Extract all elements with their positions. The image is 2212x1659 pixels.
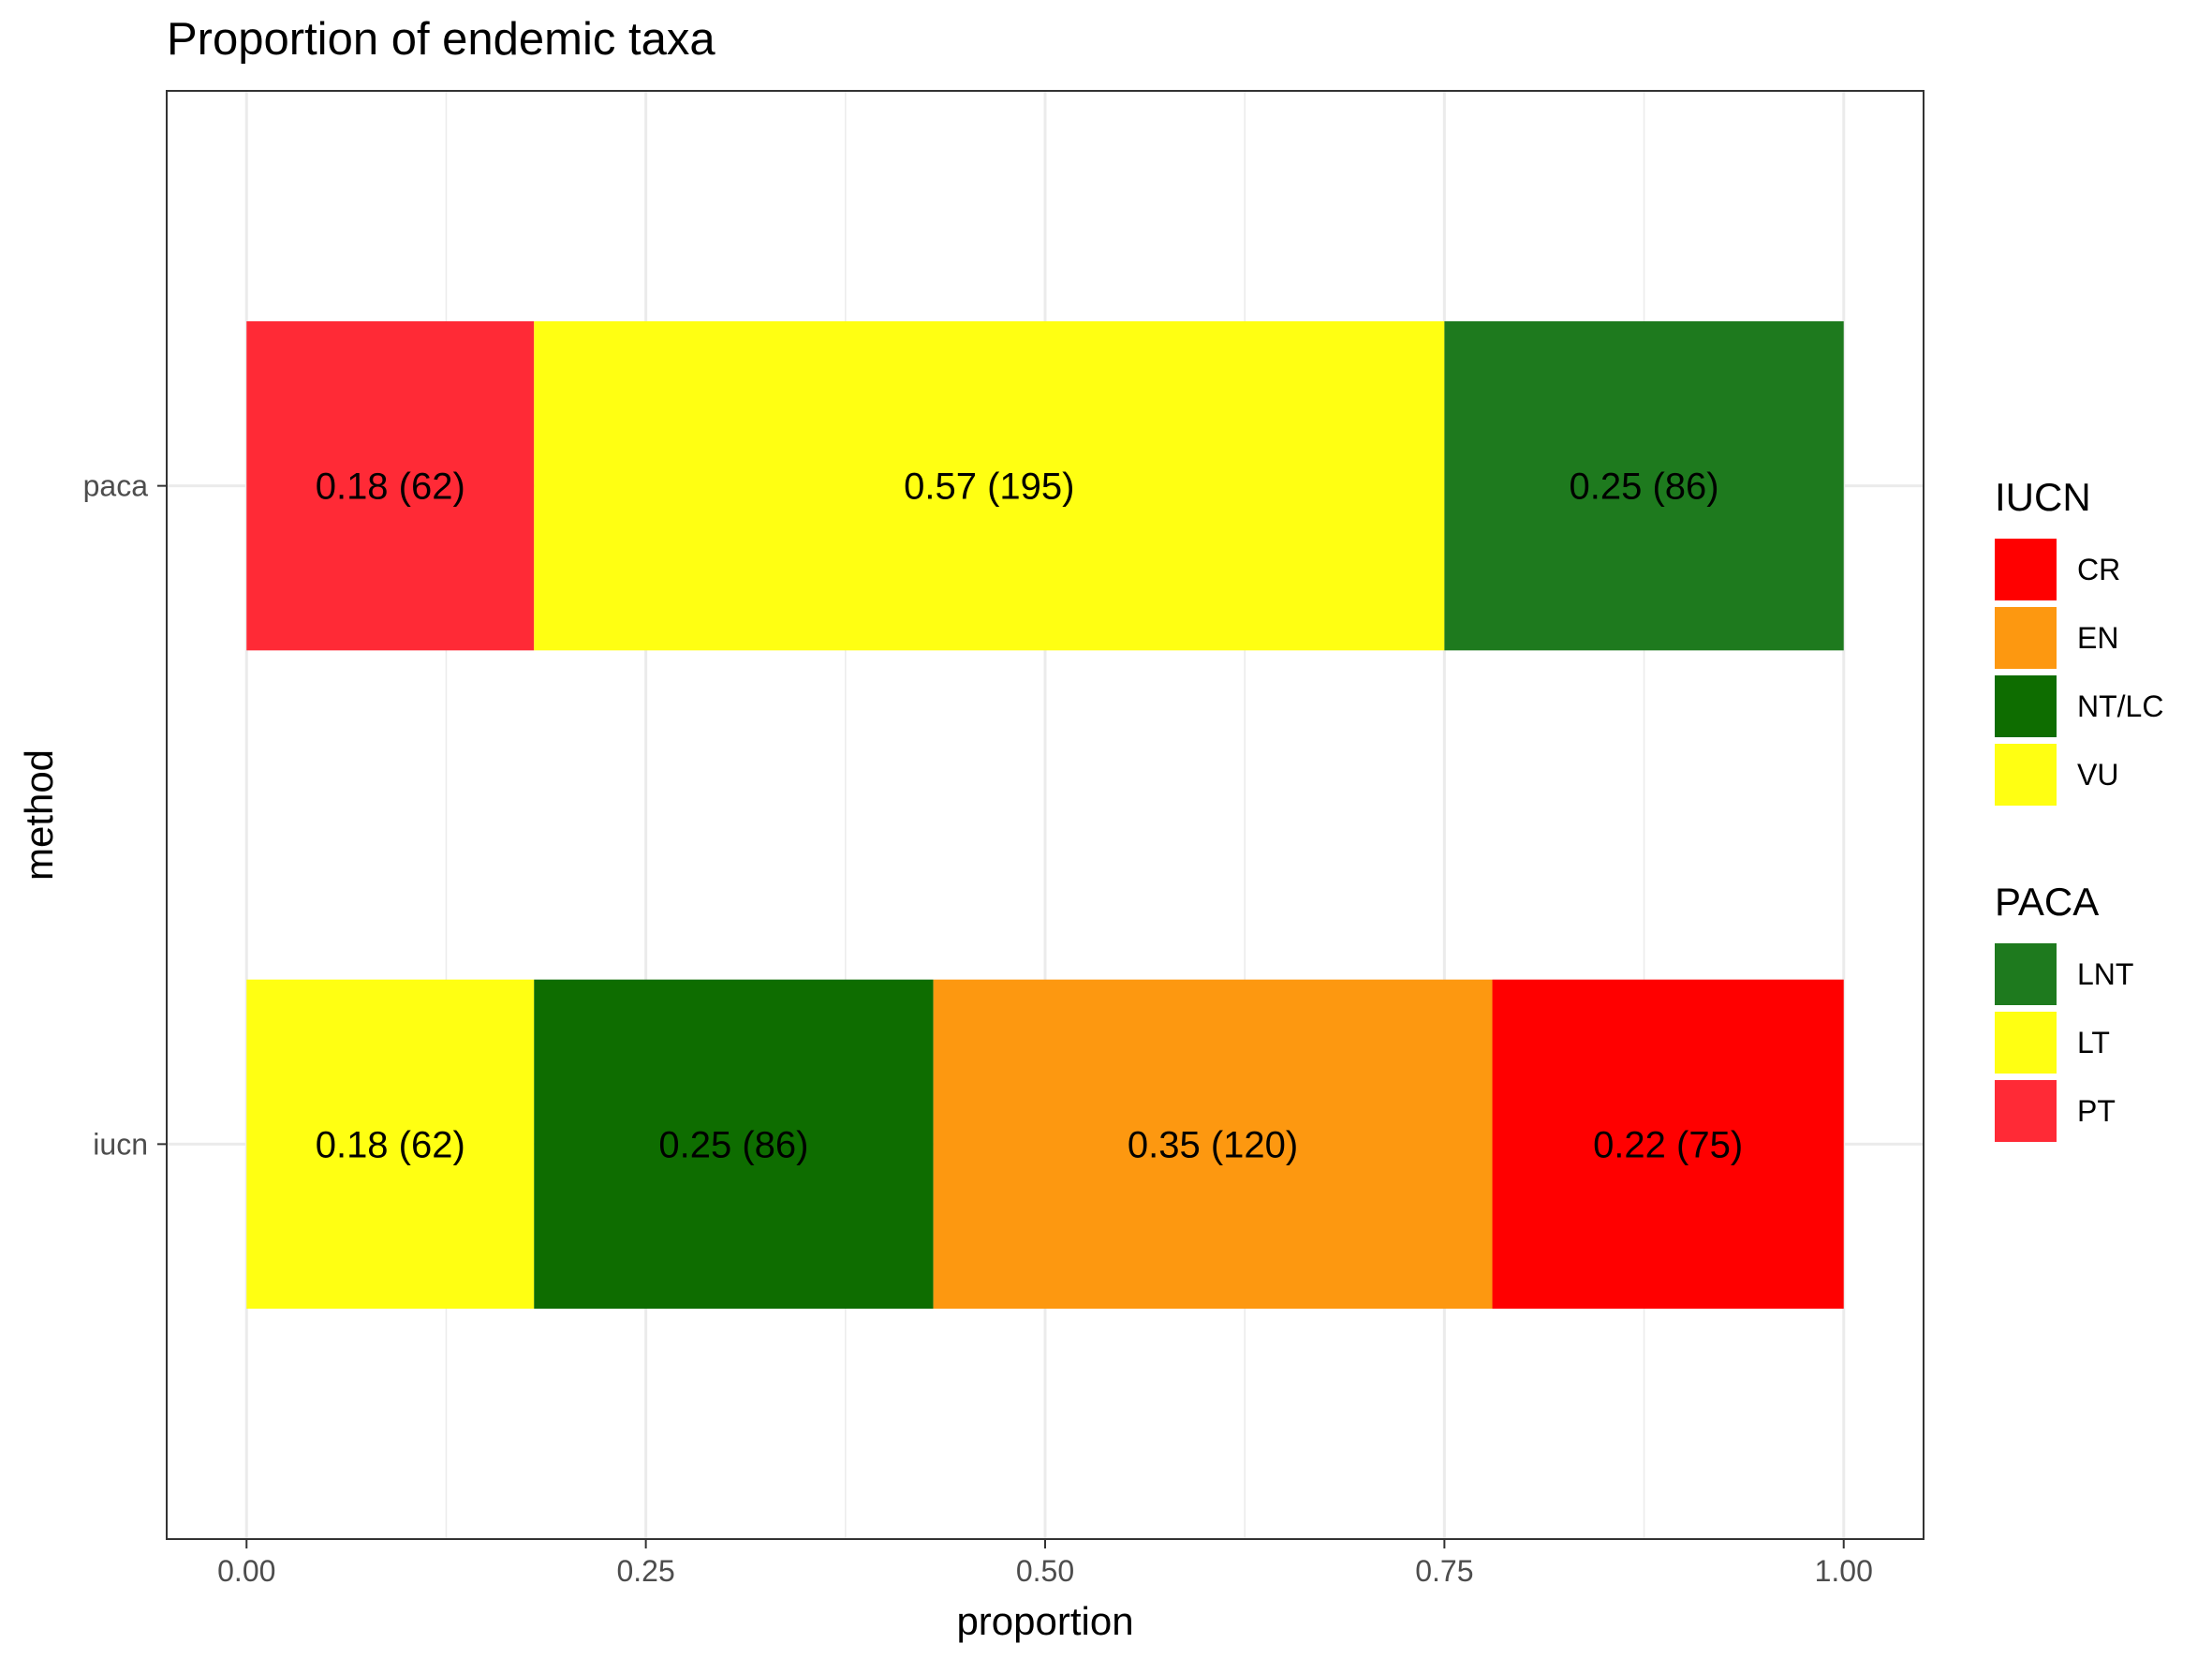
bar-label-paca-lnt: 0.25 (86) — [1569, 467, 1718, 508]
bar-label-paca-pt: 0.18 (62) — [316, 467, 465, 508]
bar-iucn-cr — [1492, 979, 1844, 1310]
x-tick-label: 0.25 — [616, 1554, 674, 1588]
legend-label-nt-lc: NT/LC — [2077, 689, 2163, 723]
bar-label-iucn-vu: 0.18 (62) — [316, 1124, 465, 1165]
legend-label-lnt: LNT — [2077, 957, 2133, 991]
bar-iucn-nt-lc — [534, 979, 934, 1310]
bar-iucn-en — [933, 979, 1493, 1310]
bar-label-paca-lt: 0.57 (195) — [904, 467, 1074, 508]
bar-paca-pt — [246, 320, 535, 651]
y-tick-label-paca: paca — [83, 469, 149, 503]
bar-label-iucn-nt-lc: 0.25 (86) — [658, 1124, 808, 1165]
legend-label-lt: LT — [2077, 1026, 2110, 1059]
legend-key-nt-lc — [1995, 675, 2057, 737]
legend-key-vu — [1995, 744, 2057, 806]
legend-key-lnt — [1995, 943, 2057, 1005]
bar-labels: 0.18 (62) 0.57 (195) 0.25 (86) 0.18 (62) 0.2… — [316, 467, 1743, 1166]
x-tick-label: 1.00 — [1815, 1554, 1873, 1588]
bar-iucn-vu — [246, 979, 535, 1310]
y-axis: paca iucn — [83, 469, 167, 1161]
legend-label-en: EN — [2077, 621, 2118, 655]
x-tick-label: 0.00 — [217, 1554, 275, 1588]
bar-paca-lt — [534, 320, 1445, 651]
legends: IUCN CR EN NT/LC VU PACA LNT LT PT — [1995, 475, 2163, 1142]
bar-label-iucn-cr: 0.22 (75) — [1593, 1124, 1743, 1165]
y-tick-label-iucn: iucn — [93, 1127, 148, 1161]
bars — [246, 320, 1844, 1310]
grid-lines — [167, 91, 1924, 1539]
legend-label-vu: VU — [2077, 758, 2118, 792]
legend-label-pt: PT — [2077, 1094, 2116, 1128]
legend-key-cr — [1995, 539, 2057, 600]
bar-paca-lnt — [1444, 320, 1844, 651]
x-axis: 0.00 0.25 0.50 0.75 1.00 — [217, 1539, 1873, 1588]
legend-key-en — [1995, 607, 2057, 669]
legend-key-lt — [1995, 1012, 2057, 1074]
y-axis-title: method — [17, 749, 61, 881]
bar-label-iucn-en: 0.35 (120) — [1128, 1124, 1298, 1165]
legend-label-cr: CR — [2077, 553, 2120, 586]
legend-title-iucn: IUCN — [1995, 475, 2091, 519]
legend-title-paca: PACA — [1995, 880, 2099, 924]
legend-key-pt — [1995, 1080, 2057, 1142]
x-tick-label: 0.75 — [1415, 1554, 1473, 1588]
chart-title: Proportion of endemic taxa — [167, 14, 715, 65]
x-axis-title: proportion — [956, 1599, 1133, 1643]
x-tick-label: 0.50 — [1016, 1554, 1074, 1588]
